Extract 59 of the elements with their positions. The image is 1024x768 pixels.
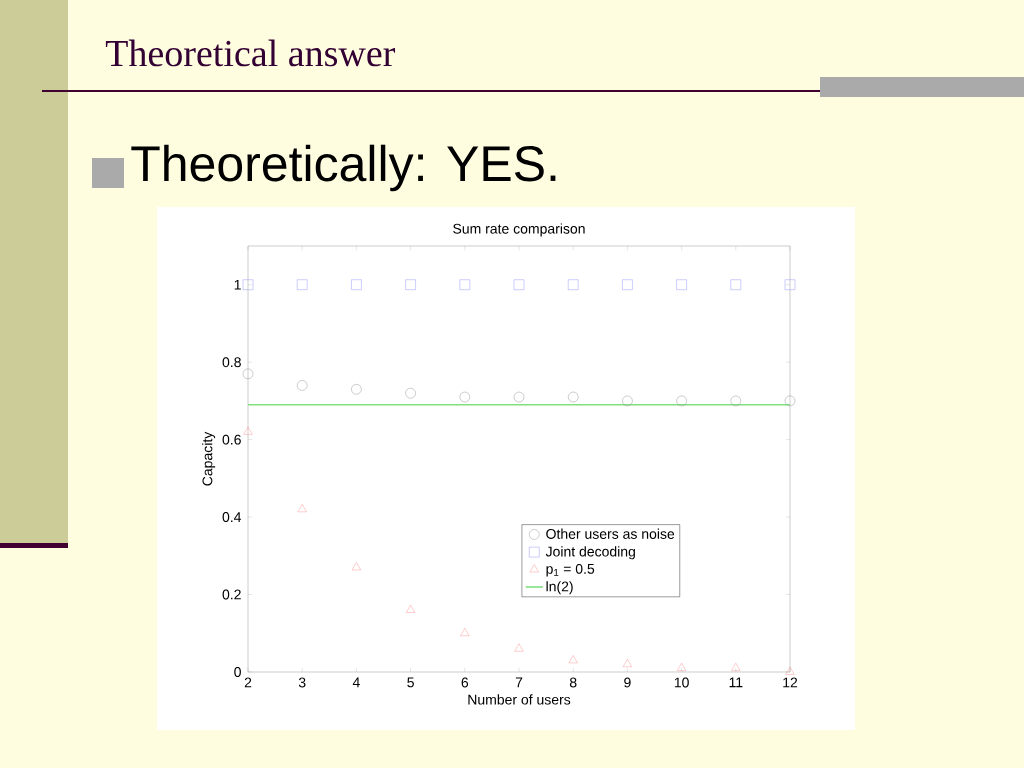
legend-label: Joint decoding — [545, 546, 635, 560]
x-tick-label: 3 — [298, 677, 306, 688]
point — [242, 279, 254, 290]
x-tick-label: 5 — [407, 677, 414, 688]
point — [297, 279, 308, 290]
point — [297, 504, 307, 513]
x-tick-label: 9 — [624, 677, 631, 688]
legend-label: ln(2) — [546, 581, 573, 595]
point — [242, 368, 254, 379]
point — [568, 391, 579, 403]
point — [730, 395, 742, 407]
point — [622, 659, 632, 667]
point — [513, 279, 525, 290]
point — [243, 426, 253, 435]
legend-label: p$_{1}$ = 0.5 — [546, 563, 595, 577]
point — [459, 391, 471, 403]
point — [784, 395, 796, 407]
y-tick-label: 0 — [234, 667, 241, 677]
point — [460, 628, 470, 636]
legend-label: Other users as noise — [546, 528, 675, 539]
y-tick-label: 1 — [234, 279, 241, 290]
point — [784, 279, 796, 290]
point — [622, 395, 633, 407]
x-tick-label: 8 — [569, 677, 577, 688]
point — [676, 395, 687, 407]
y-tick-label: 0.2 — [222, 589, 241, 600]
point — [568, 655, 578, 664]
point — [405, 387, 416, 399]
point — [731, 662, 741, 671]
y-tick-label: 0.8 — [222, 357, 241, 368]
text: Theoretically: YES. — [131, 144, 556, 192]
point — [622, 279, 633, 290]
point — [785, 666, 795, 675]
x-tick-label: 10 — [674, 677, 689, 688]
chart-title: Sum rate comparison — [453, 223, 585, 237]
point — [514, 643, 524, 652]
point — [513, 391, 525, 403]
point — [568, 279, 579, 290]
x-tick-label: 4 — [352, 677, 360, 688]
point — [406, 604, 416, 613]
y-axis-title: Capacity — [202, 431, 216, 486]
y-tick-label: 0.4 — [222, 512, 242, 523]
point — [351, 384, 362, 395]
point — [297, 380, 308, 391]
point — [459, 279, 471, 290]
x-tick-label: 12 — [783, 677, 798, 688]
point — [351, 279, 362, 290]
point — [405, 279, 416, 290]
x-tick-label: 11 — [729, 677, 743, 688]
point — [351, 562, 361, 571]
x-tick-label: 2 — [244, 677, 252, 688]
x-tick-label: 6 — [461, 677, 469, 688]
point — [677, 662, 687, 671]
y-tick-label: 0.6 — [222, 434, 241, 445]
text: Theoretical answer — [105, 39, 396, 67]
x-axis-title: Number of users — [468, 694, 571, 705]
point — [676, 279, 687, 290]
x-tick-label: 7 — [515, 677, 523, 688]
point — [730, 279, 742, 290]
